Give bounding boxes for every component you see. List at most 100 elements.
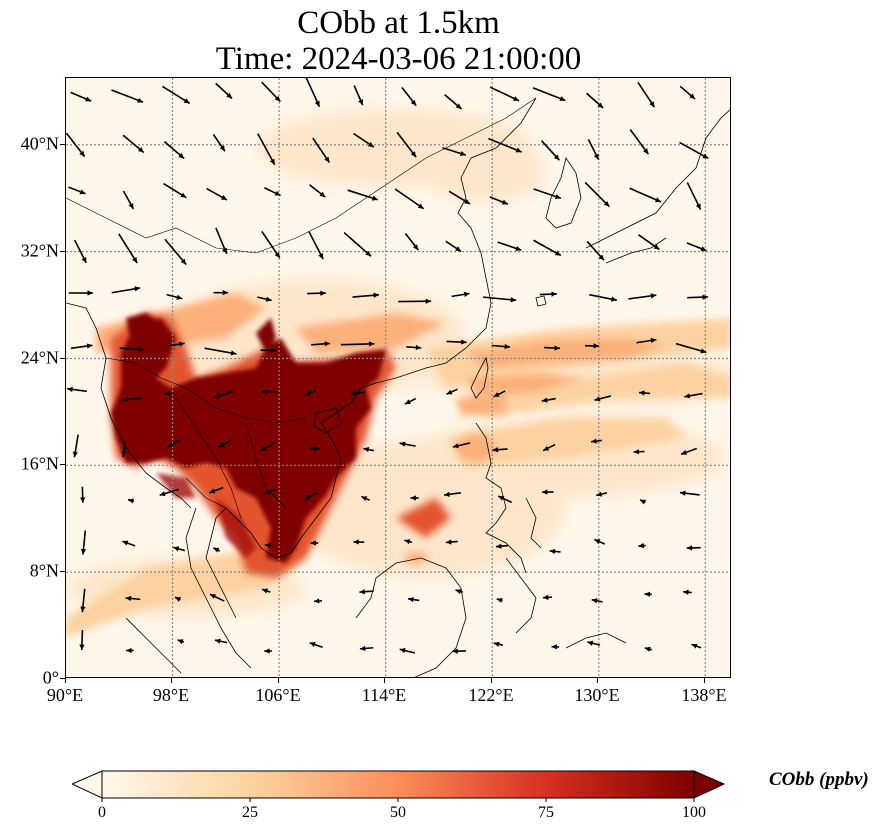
wind-arrow — [307, 290, 326, 296]
wind-arrow — [542, 594, 553, 600]
wind-arrow — [679, 141, 709, 160]
wind-arrow — [119, 346, 145, 352]
wind-arrow — [126, 647, 134, 654]
wind-arrow — [173, 546, 185, 552]
wind-arrow — [212, 547, 221, 553]
wind-arrow — [497, 241, 522, 252]
wind-arrow — [488, 137, 522, 153]
wind-arrow — [679, 85, 696, 100]
wind-arrow — [493, 390, 506, 398]
wind-arrow — [80, 486, 86, 503]
wind-arrow — [679, 490, 700, 496]
wind-arrow — [206, 187, 228, 201]
colorbar — [72, 770, 726, 802]
wind-arrow — [492, 447, 508, 453]
wind-arrow — [446, 388, 458, 395]
wind-arrow — [167, 439, 180, 448]
wind-arrow — [122, 540, 136, 547]
wind-arrow — [540, 140, 561, 161]
x-tickmark — [171, 678, 172, 683]
wind-arrow — [445, 240, 462, 253]
wind-arrow — [644, 646, 653, 652]
wind-arrow — [496, 597, 503, 603]
wind-arrow — [406, 344, 422, 351]
colorbar-tick: 0 — [98, 804, 106, 821]
wind-arrow — [347, 189, 379, 201]
wind-arrow — [489, 86, 520, 102]
wind-arrow — [353, 132, 375, 148]
wind-arrow — [70, 91, 92, 102]
wind-arrow — [633, 449, 645, 455]
wind-arrow — [639, 499, 646, 505]
wind-arrow — [455, 589, 463, 595]
y-tickmark — [60, 251, 65, 252]
wind-arrow — [261, 389, 279, 395]
wind-arrow — [452, 442, 471, 449]
x-tick-label: 138°E — [681, 685, 727, 705]
wind-arrow — [350, 390, 365, 396]
wind-arrow — [591, 598, 603, 604]
wind-arrow — [637, 81, 656, 108]
country-borders — [66, 97, 537, 519]
wind-arrow — [313, 598, 323, 604]
wind-arrow — [215, 227, 228, 255]
wind-arrow — [218, 439, 232, 448]
wind-arrow — [361, 495, 370, 502]
wind-arrow — [587, 640, 601, 646]
wind-arrow — [260, 441, 277, 452]
map-panel — [65, 77, 731, 678]
x-tick-label: 106°E — [255, 685, 301, 705]
wind-arrow — [305, 78, 321, 108]
colorbar-tick: 100 — [682, 804, 706, 821]
wind-arrow — [589, 293, 618, 302]
wind-arrow — [491, 343, 511, 350]
wind-arrow — [359, 589, 374, 595]
wind-arrow — [584, 181, 610, 208]
colorbar-tick: 75 — [538, 804, 554, 821]
colorbar-tick: 25 — [242, 804, 258, 821]
wind-arrow — [404, 397, 417, 405]
wind-arrow — [445, 539, 458, 545]
wind-arrow — [309, 641, 323, 648]
wind-arrow — [686, 545, 701, 551]
wind-arrow — [587, 138, 600, 161]
wind-arrow — [644, 591, 652, 597]
wind-arrow — [493, 641, 504, 647]
wind-arrow — [396, 131, 417, 158]
wind-arrow — [204, 347, 237, 356]
wind-arrow — [398, 298, 432, 304]
coastlines — [66, 97, 730, 677]
wind-arrow — [215, 82, 233, 100]
wind-arrow — [359, 645, 374, 652]
wind-arrow — [122, 190, 135, 210]
y-tick-label: 40°N — [20, 133, 59, 154]
x-tickmark — [597, 678, 598, 683]
wind-arrow — [442, 147, 467, 157]
wind-arrow — [164, 238, 187, 265]
wind-arrow — [167, 341, 185, 347]
wind-arrow — [675, 342, 707, 354]
wind-arrow — [257, 296, 272, 302]
map-gridlines — [66, 78, 730, 677]
wind-arrow — [353, 85, 364, 106]
wind-arrow — [261, 230, 281, 259]
colorbar-min-extend — [72, 770, 103, 799]
wind-arrow — [399, 441, 416, 447]
wind-arrow — [686, 182, 702, 210]
wind-arrow — [495, 543, 508, 549]
wind-arrow — [410, 495, 419, 501]
wind-arrow — [68, 290, 93, 296]
wind-arrow — [260, 347, 277, 354]
wind-arrow — [591, 438, 603, 444]
y-tickmark — [60, 144, 65, 145]
wind-arrow — [159, 488, 179, 497]
wind-arrow — [111, 89, 144, 103]
wind-arrow — [122, 396, 142, 402]
y-tickmark — [60, 678, 65, 679]
wind-arrow — [549, 548, 561, 555]
wind-arrow — [482, 296, 517, 303]
wind-arrow — [166, 293, 183, 300]
wind-arrow — [304, 389, 316, 397]
wind-arrow — [264, 187, 281, 197]
wind-arrow — [443, 491, 462, 497]
